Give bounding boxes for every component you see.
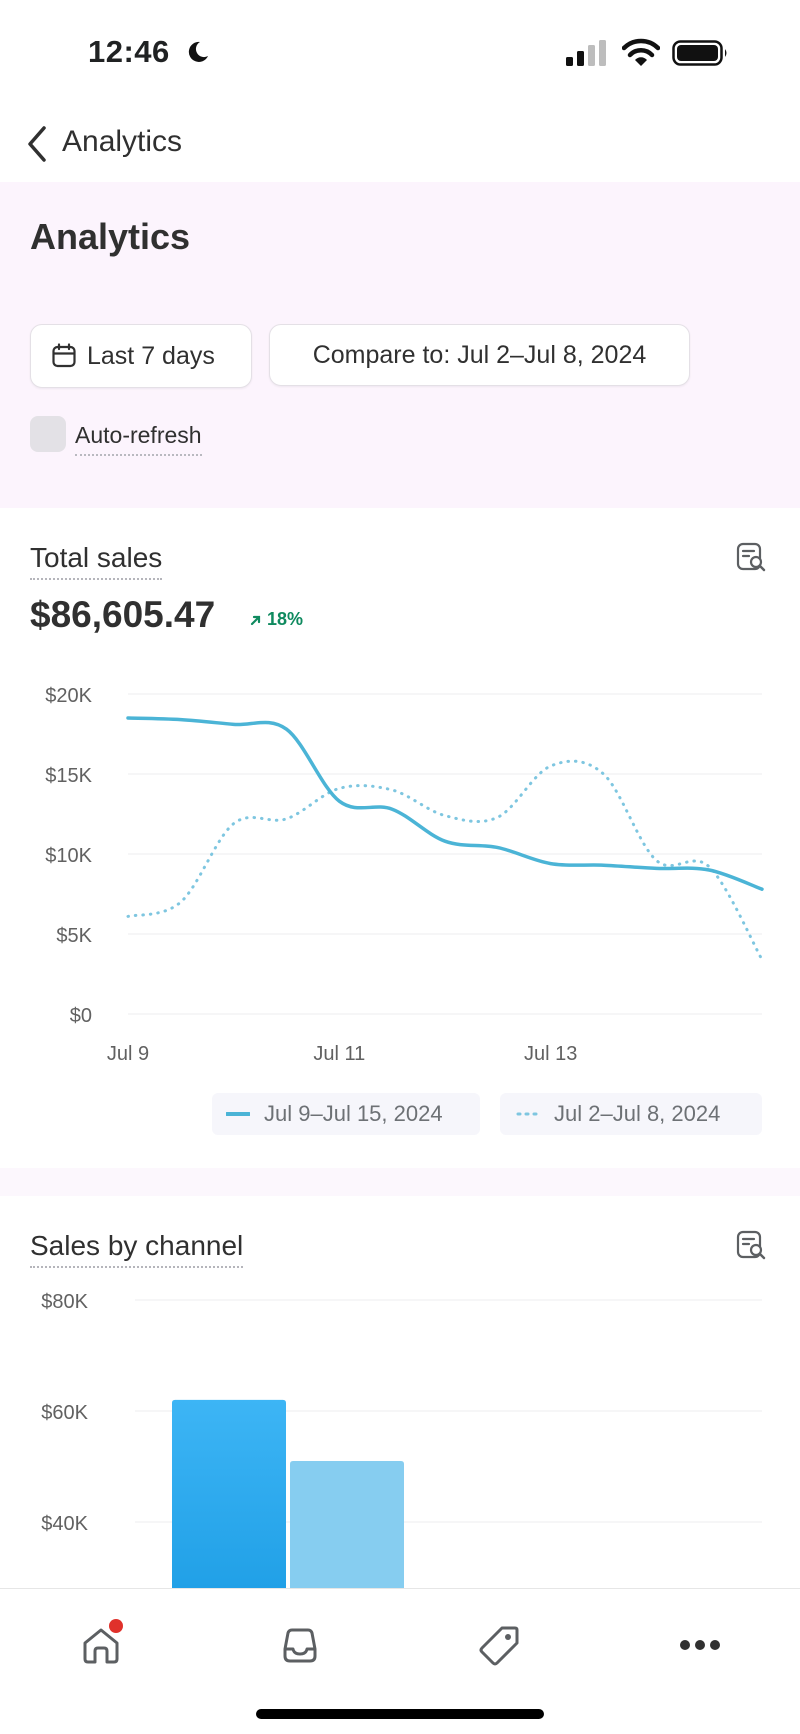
tab-home[interactable] xyxy=(71,1615,131,1675)
arrow-up-right-icon xyxy=(250,615,261,625)
sales-by-channel-bar-chart[interactable]: $80K $60K $40K xyxy=(0,1280,800,1588)
solid-line-legend-icon xyxy=(226,1112,250,1116)
total-sales-card: Total sales $86,605.47 18% $20K $15K $10K $… xyxy=(0,508,800,1168)
tab-orders[interactable] xyxy=(270,1615,330,1675)
compare-button[interactable]: Compare to: Jul 2–Jul 8, 2024 xyxy=(269,324,690,386)
channel-bar[interactable] xyxy=(290,1460,404,1588)
legend-previous-label: Jul 2–Jul 8, 2024 xyxy=(554,1101,721,1126)
total-sales-title[interactable]: Total sales xyxy=(30,542,163,580)
y-tick-label: $5K xyxy=(56,925,92,947)
legend-current-period[interactable]: Jul 9–Jul 15, 2024 xyxy=(212,1093,480,1135)
calendar-icon xyxy=(52,343,76,368)
legend-current-label: Jul 9–Jul 15, 2024 xyxy=(264,1101,443,1126)
y-tick-label: $60K xyxy=(41,1402,88,1424)
sales-change-badge: 18% xyxy=(250,609,303,630)
tab-products[interactable] xyxy=(470,1615,530,1675)
total-sales-line-chart[interactable]: $20K $15K $10K $5K $0 Jul 9 Jul 11 Jul 13 xyxy=(0,658,800,1078)
home-indicator xyxy=(256,1709,544,1719)
cellular-signal-icon xyxy=(566,40,606,66)
date-range-button[interactable]: Last 7 days xyxy=(30,324,252,388)
y-tick-label: $0 xyxy=(70,1005,92,1027)
legend-previous-period[interactable]: Jul 2–Jul 8, 2024 xyxy=(500,1093,762,1135)
wifi-icon xyxy=(622,38,660,66)
tab-more[interactable] xyxy=(670,1615,730,1675)
series-line-current[interactable] xyxy=(126,716,764,891)
home-icon xyxy=(83,1628,119,1664)
y-tick-label: $10K xyxy=(45,845,92,867)
analytics-header: Analytics Last 7 days Compare to: Jul 2–… xyxy=(0,182,800,508)
moon-icon xyxy=(188,41,208,62)
y-tick-label: $15K xyxy=(45,765,92,787)
sales-by-channel-title[interactable]: Sales by channel xyxy=(30,1230,244,1268)
date-range-label: Last 7 days xyxy=(87,341,215,370)
page-title: Analytics xyxy=(30,216,191,257)
channel-bar[interactable] xyxy=(172,1399,286,1588)
total-sales-value: $86,605.47 xyxy=(30,594,216,635)
auto-refresh-label[interactable]: Auto-refresh xyxy=(75,422,202,456)
notification-dot xyxy=(109,1619,123,1633)
x-tick-label: Jul 11 xyxy=(313,1043,365,1065)
status-bar: 12:46 xyxy=(0,0,800,110)
sales-change-value: 18% xyxy=(267,609,304,629)
tag-icon xyxy=(479,1626,519,1666)
battery-icon xyxy=(672,40,727,66)
inbox-icon xyxy=(283,1628,317,1663)
back-chevron-icon[interactable] xyxy=(22,122,52,166)
bottom-tab-bar xyxy=(0,1588,800,1734)
compare-label: Compare to: Jul 2–Jul 8, 2024 xyxy=(312,340,647,369)
nav-bar: Analytics xyxy=(0,110,800,182)
sales-by-channel-card: Sales by channel $80K $60K $40K xyxy=(0,1196,800,1588)
section-divider xyxy=(0,1168,800,1196)
y-tick-label: $40K xyxy=(41,1513,88,1535)
status-time: 12:46 xyxy=(88,34,170,69)
more-icon xyxy=(680,1640,720,1650)
series-line-previous[interactable] xyxy=(126,759,764,962)
report-search-icon[interactable] xyxy=(736,542,766,572)
x-tick-label: Jul 13 xyxy=(524,1043,577,1065)
report-search-icon[interactable] xyxy=(736,1230,766,1260)
nav-title[interactable]: Analytics xyxy=(62,125,183,158)
auto-refresh-checkbox[interactable] xyxy=(30,416,66,452)
dotted-line-legend-icon xyxy=(516,1112,540,1116)
x-tick-label: Jul 9 xyxy=(107,1043,149,1065)
y-tick-label: $20K xyxy=(45,685,92,707)
y-tick-label: $80K xyxy=(41,1291,88,1313)
